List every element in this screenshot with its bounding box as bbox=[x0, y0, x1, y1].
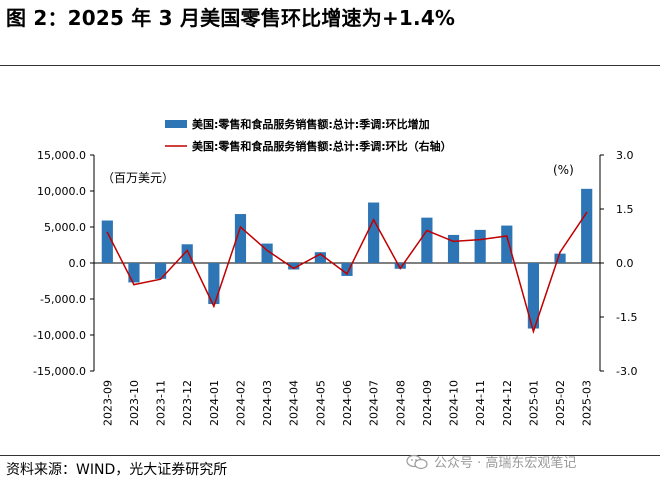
x-tick-label: 2024-12 bbox=[501, 380, 514, 426]
x-tick-label: 2023-12 bbox=[181, 380, 194, 426]
bar-series bbox=[101, 188, 593, 329]
left-tick-label: -5,000.0 bbox=[40, 293, 86, 306]
x-axis-labels: 2023-09 2023-10 2023-11 2023-12 2024-01 2024-… bbox=[101, 380, 593, 426]
bar bbox=[554, 253, 566, 263]
line-point bbox=[213, 305, 215, 308]
left-tick-label: 0.0 bbox=[69, 257, 87, 270]
source-note: 资料来源：WIND，光大证券研究所 bbox=[6, 462, 228, 478]
bar bbox=[128, 263, 140, 283]
x-tick-label: 2024-11 bbox=[474, 380, 487, 426]
right-axis-unit: (%) bbox=[553, 163, 574, 177]
left-tick-label: 5,000.0 bbox=[44, 221, 86, 234]
legend-bar-label: 美国:零售和食品服务销售额:总计:季调:环比增加 bbox=[192, 117, 430, 131]
line-point bbox=[133, 283, 135, 286]
line-point bbox=[239, 226, 242, 228]
bar bbox=[101, 220, 113, 263]
bar bbox=[527, 263, 540, 329]
chart-legend: 美国:零售和食品服务销售额:总计:季调:环比增加 美国:零售和食品服务销售额:总… bbox=[165, 117, 452, 153]
line-point bbox=[346, 273, 348, 275]
line-point bbox=[186, 249, 189, 252]
x-tick-label: 2024-08 bbox=[394, 380, 407, 426]
line-point bbox=[292, 267, 295, 270]
bar bbox=[314, 252, 326, 263]
line-point bbox=[106, 231, 109, 234]
line-point bbox=[532, 330, 535, 333]
x-tick-label: 2025-03 bbox=[581, 380, 594, 426]
right-tick-label: -3.0 bbox=[616, 365, 637, 378]
bar bbox=[581, 188, 593, 263]
line-point bbox=[505, 235, 508, 237]
x-tick-label: 2024-09 bbox=[421, 380, 434, 426]
right-tick-label: 3.0 bbox=[616, 149, 634, 162]
x-tick-label: 2024-05 bbox=[314, 380, 327, 426]
x-tick-label: 2023-09 bbox=[101, 380, 114, 426]
line-point bbox=[479, 238, 481, 241]
right-tick-label: 0.0 bbox=[616, 257, 634, 270]
left-axis-unit: （百万美元） bbox=[102, 171, 174, 185]
figure-title: 图 2：2025 年 3 月美国零售环比增速为+1.4% bbox=[6, 6, 456, 30]
bar bbox=[421, 217, 433, 263]
x-tick-label: 2023-10 bbox=[128, 380, 141, 426]
right-tick-label: -1.5 bbox=[616, 311, 637, 324]
bar bbox=[501, 225, 513, 263]
bar bbox=[208, 263, 220, 305]
line-point bbox=[426, 229, 428, 232]
watermark-text: 公众号 · 高瑞东宏观笔记 bbox=[434, 456, 577, 471]
line-point bbox=[585, 211, 588, 214]
bar bbox=[474, 229, 486, 263]
bar bbox=[447, 234, 460, 263]
x-tick-label: 2024-01 bbox=[208, 380, 221, 426]
left-tick-label: 15,000.0 bbox=[37, 149, 86, 162]
line-point bbox=[559, 251, 561, 253]
left-tick-label: -10,000.0 bbox=[33, 329, 86, 342]
x-tick-label: 2023-11 bbox=[155, 380, 168, 426]
left-tick-label: -15,000.0 bbox=[33, 365, 86, 378]
bar bbox=[394, 263, 406, 269]
line-point bbox=[266, 249, 268, 252]
line-point bbox=[159, 278, 162, 281]
line-point bbox=[452, 240, 455, 243]
bar bbox=[288, 263, 300, 270]
line-point bbox=[372, 219, 375, 221]
x-tick-label: 2024-04 bbox=[288, 380, 301, 426]
x-tick-label: 2024-07 bbox=[368, 380, 381, 426]
x-tick-label: 2024-06 bbox=[341, 380, 354, 426]
bar bbox=[341, 263, 353, 276]
x-tick-label: 2025-02 bbox=[554, 380, 567, 426]
x-tick-label: 2024-03 bbox=[261, 380, 274, 426]
bar bbox=[181, 244, 193, 263]
left-tick-label: 10,000.0 bbox=[37, 185, 86, 198]
bar bbox=[368, 202, 380, 263]
footer-divider bbox=[0, 455, 660, 456]
title-divider bbox=[0, 65, 660, 66]
line-point bbox=[319, 253, 322, 255]
x-tick-label: 2025-01 bbox=[527, 380, 540, 426]
x-tick-label: 2024-02 bbox=[234, 380, 247, 426]
watermark: 公众号 · 高瑞东宏观笔记 bbox=[406, 452, 576, 471]
line-series bbox=[106, 211, 588, 334]
wechat-icon bbox=[406, 454, 428, 469]
x-tick-label: 2024-10 bbox=[448, 380, 461, 426]
bar bbox=[234, 214, 247, 263]
legend-line-label: 美国:零售和食品服务销售额:总计:季调:环比（右轴） bbox=[192, 139, 452, 153]
bar bbox=[154, 263, 167, 279]
right-tick-label: 1.5 bbox=[616, 203, 634, 216]
bar bbox=[261, 243, 273, 263]
line-point bbox=[399, 267, 402, 270]
legend-bar-swatch bbox=[165, 120, 187, 128]
